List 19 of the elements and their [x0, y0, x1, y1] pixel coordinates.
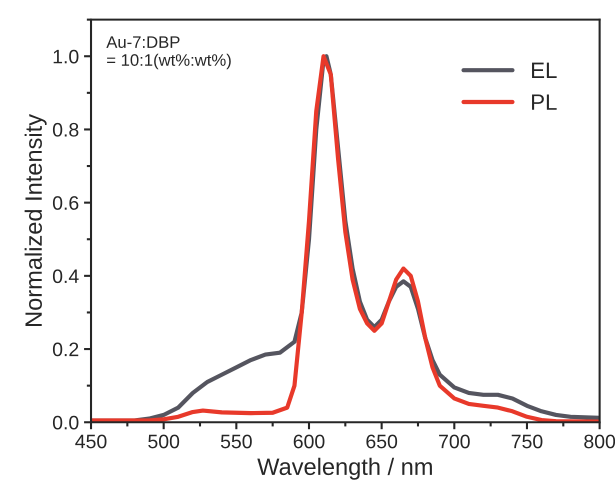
x-axis-title: Wavelength / nm	[257, 458, 432, 480]
x-tick-label: 650	[366, 434, 398, 448]
legend-label: PL	[532, 94, 557, 110]
y-tick-label: 0.2	[52, 342, 78, 356]
y-tick-label: 1.0	[54, 50, 78, 64]
legend-label: EL	[532, 62, 557, 78]
annotation: Au-7:DBP = 10:1(wt%:wt%)	[106, 36, 231, 70]
x-tick-label: 600	[294, 434, 324, 448]
y-axis-title: Normalized Intensity	[24, 114, 47, 326]
x-tick-label: 800	[584, 434, 615, 448]
x-tick-label: 500	[148, 434, 180, 448]
y-tick-label: 0.0	[52, 416, 78, 430]
y-tick-label: 0.4	[52, 269, 79, 284]
x-tick-label: 700	[439, 434, 470, 448]
y-tick-label: 0.6	[52, 196, 78, 210]
x-tick-label: 750	[512, 434, 542, 448]
x-tick-label: 450	[75, 434, 106, 448]
x-tick-label: 550	[220, 434, 252, 448]
y-tick-label: 0.8	[52, 122, 78, 137]
